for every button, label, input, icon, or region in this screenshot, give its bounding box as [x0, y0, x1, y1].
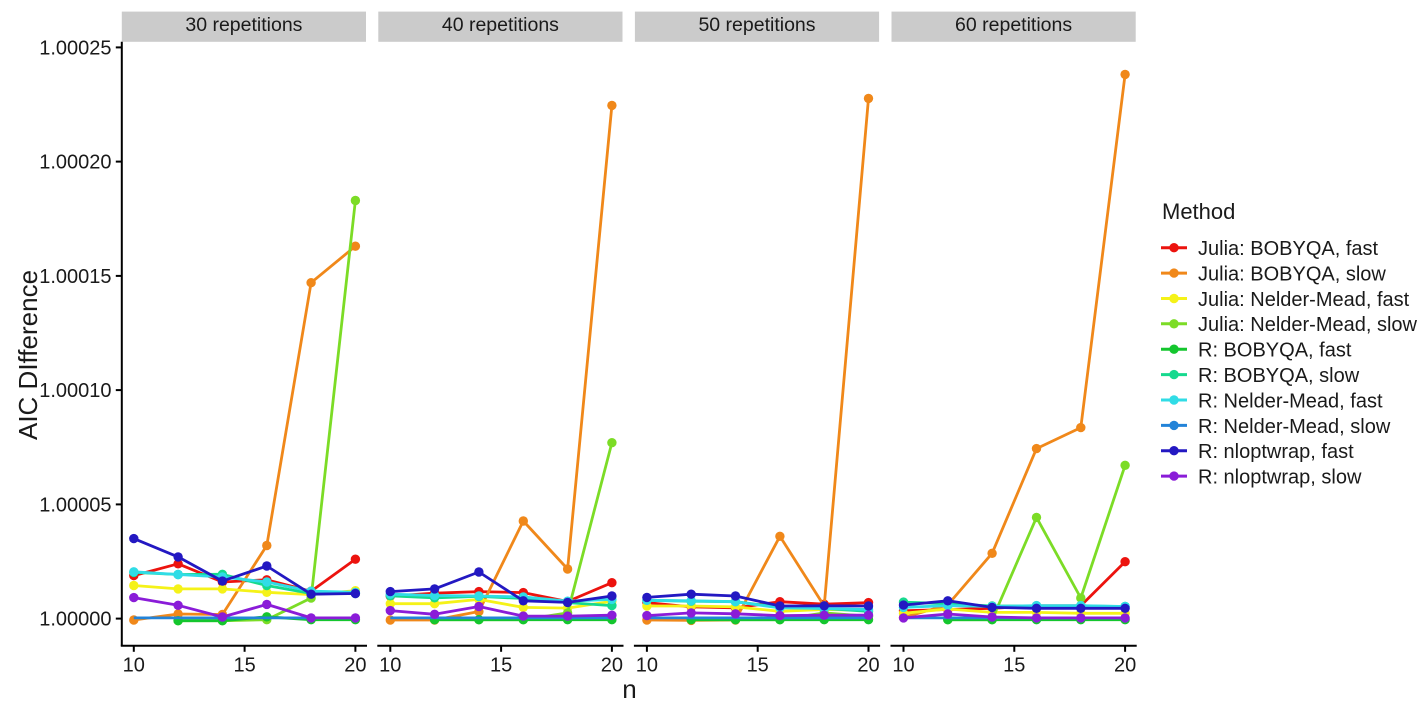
svg-text:R: Nelder-Mead, fast: R: Nelder-Mead, fast — [1198, 390, 1383, 412]
svg-text:1.00010: 1.00010 — [39, 380, 111, 402]
svg-text:10: 10 — [892, 655, 914, 677]
svg-text:20: 20 — [344, 655, 366, 677]
svg-text:R: BOBYQA, fast: R: BOBYQA, fast — [1198, 340, 1352, 362]
svg-text:15: 15 — [1003, 655, 1025, 677]
svg-text:10: 10 — [379, 655, 401, 677]
svg-text:n: n — [622, 674, 636, 704]
svg-text:1.00005: 1.00005 — [39, 494, 111, 516]
svg-text:30 repetitions: 30 repetitions — [185, 14, 302, 36]
svg-text:60 repetitions: 60 repetitions — [955, 14, 1072, 36]
svg-text:10: 10 — [123, 655, 145, 677]
svg-text:40 repetitions: 40 repetitions — [442, 14, 559, 36]
svg-text:AIC DIfference: AIC DIfference — [13, 270, 43, 440]
svg-text:R: Nelder-Mead, slow: R: Nelder-Mead, slow — [1198, 416, 1391, 438]
svg-text:Julia: Nelder-Mead, fast: Julia: Nelder-Mead, fast — [1198, 289, 1410, 311]
svg-text:Julia: Nelder-Mead, slow: Julia: Nelder-Mead, slow — [1198, 314, 1418, 336]
svg-text:1.00025: 1.00025 — [39, 37, 111, 59]
svg-text:50 repetitions: 50 repetitions — [698, 14, 815, 36]
svg-text:15: 15 — [490, 655, 512, 677]
svg-text:Julia: BOBYQA, fast: Julia: BOBYQA, fast — [1198, 238, 1379, 260]
svg-text:R: nloptwrap, slow: R: nloptwrap, slow — [1198, 467, 1362, 489]
svg-text:1.00015: 1.00015 — [39, 266, 111, 288]
svg-text:Method: Method — [1162, 199, 1235, 224]
svg-text:R: nloptwrap, fast: R: nloptwrap, fast — [1198, 441, 1354, 463]
svg-text:1.00000: 1.00000 — [39, 609, 111, 631]
svg-text:1.00020: 1.00020 — [39, 152, 111, 174]
svg-text:15: 15 — [747, 655, 769, 677]
svg-text:Julia: BOBYQA, slow: Julia: BOBYQA, slow — [1198, 264, 1386, 286]
svg-text:20: 20 — [1114, 655, 1136, 677]
svg-text:20: 20 — [601, 655, 623, 677]
svg-text:10: 10 — [636, 655, 658, 677]
svg-text:15: 15 — [233, 655, 255, 677]
svg-text:20: 20 — [857, 655, 879, 677]
svg-text:R: BOBYQA, slow: R: BOBYQA, slow — [1198, 365, 1360, 387]
